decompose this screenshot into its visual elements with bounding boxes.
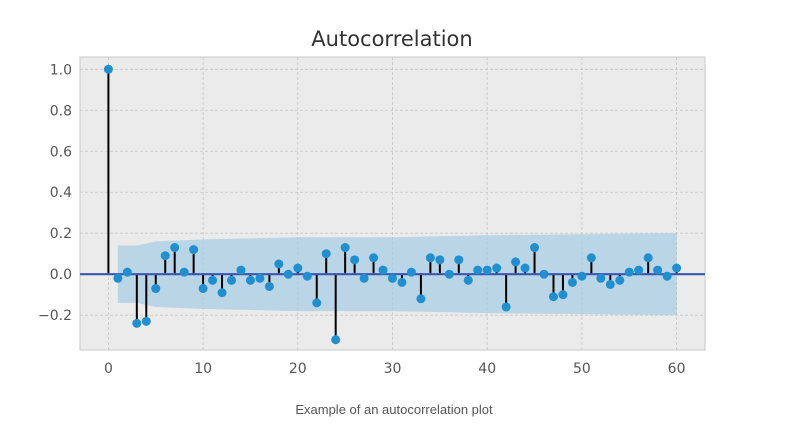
markers [103,64,682,345]
stem-marker [245,275,255,285]
y-tick-label: 0.0 [50,267,72,283]
stem-marker [577,271,587,281]
chart-title: Autocorrelation [311,27,472,51]
x-tick-label: 0 [104,361,113,377]
figure-caption: Example of an autocorrelation plot [295,402,493,417]
stem-marker [103,64,113,74]
stem-marker [605,279,615,289]
stem-marker [539,269,549,279]
autocorrelation-chart: 0 10 20 30 40 50 60 1.0 0.8 0.6 0.4 0.2 0.0 −0.2 Aut… [38,27,706,377]
stem-marker [444,269,454,279]
stem-marker [359,273,369,283]
x-tick-label: 50 [573,361,591,377]
stem-marker [643,253,653,263]
stem-marker [113,273,123,283]
x-tick-label: 10 [194,361,212,377]
stem-marker [397,277,407,287]
x-tick-labels: 0 10 20 30 40 50 60 [104,361,686,377]
stem-marker [672,263,682,273]
stem-marker [189,245,199,255]
stem-marker [236,265,246,275]
stem-marker [435,255,445,265]
stem-marker [548,292,558,302]
stem-marker [425,253,435,263]
stem-marker [586,253,596,263]
stem-marker [369,253,379,263]
stem-marker [624,267,634,277]
x-tick-label: 20 [289,361,307,377]
stem-marker [274,259,284,269]
y-tick-label: 0.2 [50,226,72,242]
stem-marker [482,265,492,275]
stem-marker [416,294,426,304]
x-tick-label: 30 [384,361,402,377]
stem-marker [264,281,274,291]
stem-marker [227,275,237,285]
y-tick-label: 0.6 [50,144,72,160]
stem-marker [530,243,540,253]
stem-marker [662,271,672,281]
stem-marker [511,257,521,267]
y-tick-label: 1.0 [50,62,72,78]
stem-marker [132,318,142,328]
stem-marker [454,255,464,265]
y-tick-label: 0.8 [50,103,72,119]
stem-marker [634,265,644,275]
stem-marker [653,265,663,275]
stem-marker [198,284,208,294]
stem-marker [463,275,473,285]
y-tick-label: −0.2 [38,308,72,324]
stem-marker [179,267,189,277]
stem-marker [378,265,388,275]
stem-marker [567,277,577,287]
stem-marker [302,271,312,281]
stem-marker [141,316,151,326]
stem-marker [217,288,227,298]
y-tick-label: 0.4 [50,185,72,201]
stem-marker [312,298,322,308]
stem-marker [151,284,161,294]
stem-marker [208,275,218,285]
stem-marker [293,263,303,273]
stem-marker [321,249,331,259]
stem-marker [520,263,530,273]
stem-marker [170,243,180,253]
stem-marker [473,265,483,275]
stem-marker [501,302,511,312]
stem-marker [350,255,360,265]
stem-marker [160,251,170,261]
x-tick-label: 60 [668,361,686,377]
stem-marker [388,273,397,283]
y-tick-labels: 1.0 0.8 0.6 0.4 0.2 0.0 −0.2 [38,62,72,324]
stem-marker [122,267,132,277]
stem-marker [615,275,625,285]
stem-marker [406,267,416,277]
stem-marker [492,263,502,273]
stem-marker [255,273,265,283]
stem-marker [558,290,568,300]
stem-marker [331,335,341,345]
stem-marker [340,243,350,253]
x-tick-label: 40 [478,361,496,377]
stem-marker [283,269,293,279]
stem-marker [596,273,606,283]
